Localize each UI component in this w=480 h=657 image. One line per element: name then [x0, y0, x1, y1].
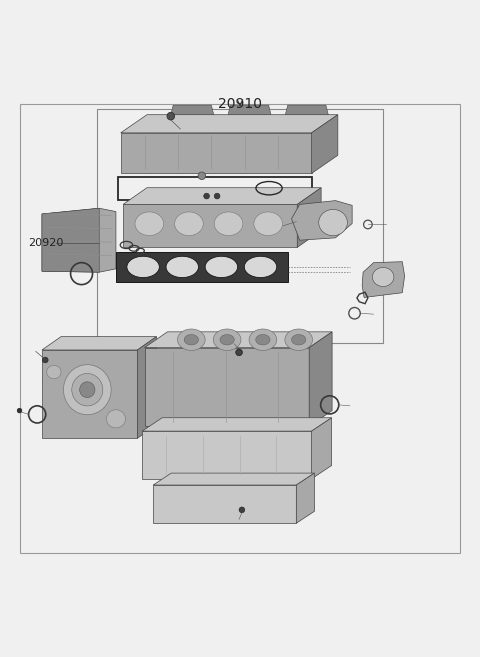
Text: 20910: 20910: [218, 97, 262, 111]
Polygon shape: [116, 252, 288, 282]
Polygon shape: [309, 332, 332, 426]
Polygon shape: [291, 200, 352, 240]
Ellipse shape: [184, 334, 199, 345]
Polygon shape: [296, 473, 314, 523]
Circle shape: [239, 507, 245, 512]
Ellipse shape: [135, 212, 164, 236]
Ellipse shape: [47, 365, 61, 378]
Ellipse shape: [254, 212, 282, 236]
Polygon shape: [285, 105, 328, 115]
Circle shape: [17, 408, 22, 413]
Polygon shape: [153, 473, 314, 485]
Circle shape: [236, 349, 242, 355]
Ellipse shape: [244, 256, 277, 278]
Polygon shape: [42, 208, 116, 272]
Ellipse shape: [372, 267, 394, 286]
Polygon shape: [142, 431, 312, 479]
Ellipse shape: [213, 329, 241, 350]
Circle shape: [214, 193, 220, 199]
Ellipse shape: [291, 334, 306, 345]
Polygon shape: [312, 418, 332, 479]
Ellipse shape: [319, 210, 348, 236]
Bar: [97, 109, 383, 343]
Polygon shape: [123, 204, 297, 248]
Text: 20920: 20920: [28, 238, 63, 248]
Ellipse shape: [63, 365, 111, 415]
Ellipse shape: [72, 373, 103, 406]
Circle shape: [204, 193, 209, 199]
Polygon shape: [228, 105, 271, 115]
Circle shape: [42, 357, 48, 363]
Polygon shape: [144, 348, 309, 426]
Polygon shape: [123, 188, 321, 204]
Ellipse shape: [175, 212, 203, 236]
Ellipse shape: [214, 212, 243, 236]
Polygon shape: [297, 188, 321, 248]
Polygon shape: [362, 261, 405, 298]
Ellipse shape: [220, 334, 234, 345]
Polygon shape: [137, 336, 156, 438]
Ellipse shape: [107, 410, 125, 428]
Circle shape: [167, 112, 175, 120]
Polygon shape: [42, 336, 156, 350]
Ellipse shape: [205, 256, 238, 278]
Circle shape: [198, 172, 205, 179]
Ellipse shape: [249, 329, 277, 350]
Polygon shape: [153, 485, 296, 523]
Polygon shape: [144, 332, 332, 348]
Polygon shape: [171, 105, 214, 115]
Ellipse shape: [285, 329, 312, 350]
Ellipse shape: [178, 329, 205, 350]
Ellipse shape: [256, 334, 270, 345]
Polygon shape: [42, 208, 99, 272]
Polygon shape: [120, 115, 338, 133]
Polygon shape: [42, 350, 137, 438]
Polygon shape: [142, 418, 332, 431]
Polygon shape: [312, 115, 338, 173]
Polygon shape: [120, 133, 312, 173]
Ellipse shape: [127, 256, 159, 278]
Ellipse shape: [80, 382, 95, 397]
Ellipse shape: [166, 256, 199, 278]
